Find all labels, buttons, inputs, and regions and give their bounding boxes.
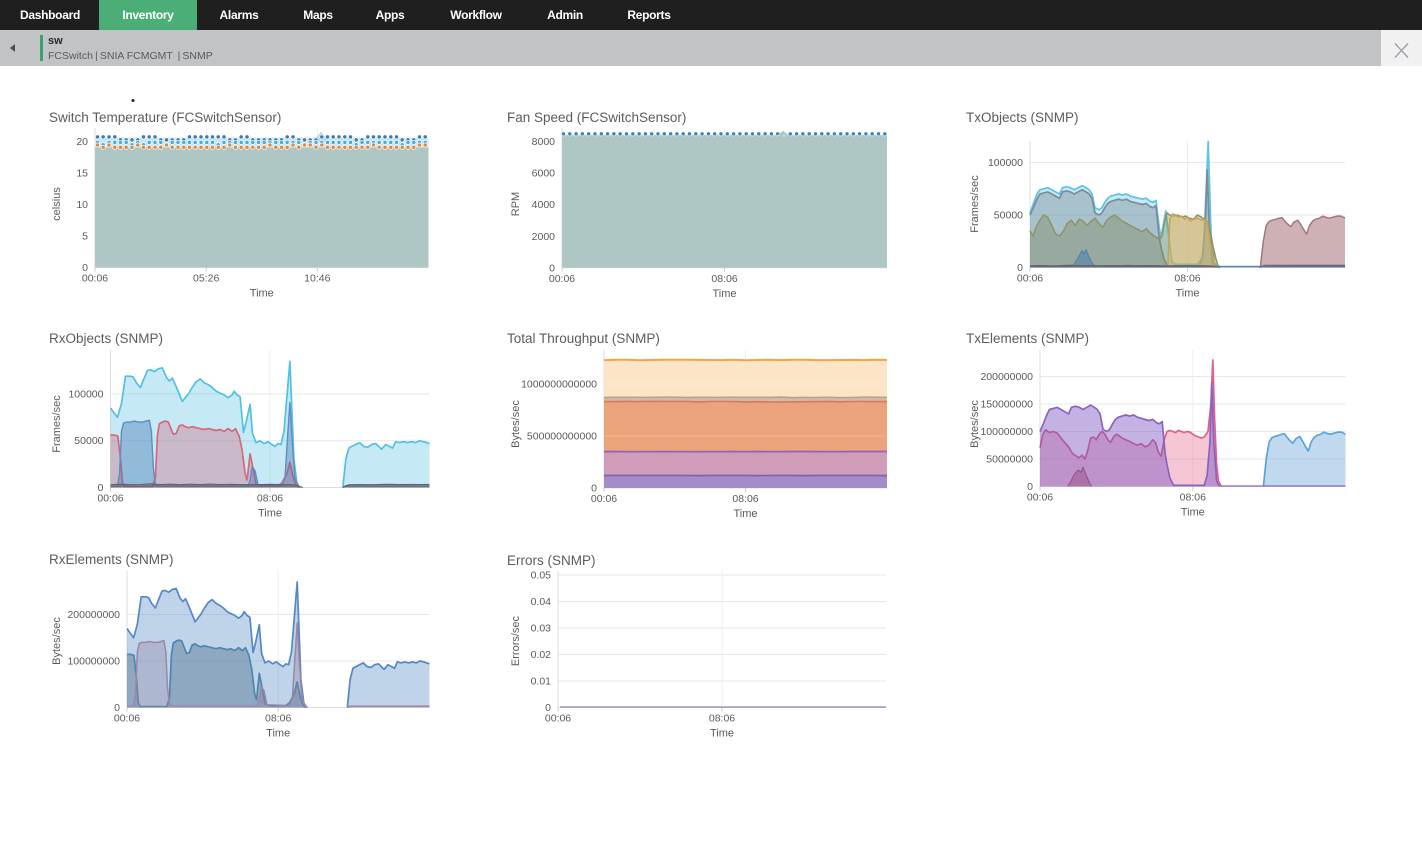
svg-text:RxElements (SNMP): RxElements (SNMP)	[49, 552, 174, 567]
svg-text:Errors (SNMP): Errors (SNMP)	[507, 553, 596, 568]
svg-text:20: 20	[76, 136, 88, 148]
svg-text:Errors/sec: Errors/sec	[510, 615, 522, 666]
svg-text:100000: 100000	[68, 389, 103, 401]
svg-text:celsius: celsius	[51, 187, 63, 221]
svg-text:00:06: 00:06	[545, 713, 571, 725]
svg-text:100000000: 100000000	[980, 426, 1033, 438]
svg-text:Time: Time	[712, 288, 736, 300]
svg-text:08:06: 08:06	[732, 493, 758, 505]
svg-text:Bytes/sec: Bytes/sec	[969, 400, 981, 448]
svg-text:TxElements (SNMP): TxElements (SNMP)	[966, 331, 1089, 346]
svg-text:00:06: 00:06	[1017, 273, 1043, 285]
svg-text:8000: 8000	[532, 136, 556, 148]
svg-text:0: 0	[114, 702, 120, 714]
svg-text:0: 0	[98, 482, 104, 494]
svg-text:08:06: 08:06	[711, 273, 737, 285]
svg-text:Switch Temperature (FCSwitchSe: Switch Temperature (FCSwitchSensor)	[49, 110, 281, 125]
svg-text:08:06: 08:06	[257, 493, 283, 505]
svg-text:10:46: 10:46	[304, 273, 330, 285]
svg-text:0.02: 0.02	[531, 649, 552, 661]
svg-text:50000: 50000	[74, 435, 103, 447]
svg-text:TxObjects (SNMP): TxObjects (SNMP)	[966, 110, 1079, 125]
svg-text:0: 0	[545, 702, 551, 714]
svg-text:Bytes/sec: Bytes/sec	[510, 400, 522, 448]
svg-text:Frames/sec: Frames/sec	[51, 395, 63, 453]
svg-text:0: 0	[1017, 262, 1023, 274]
svg-text:Time: Time	[258, 508, 282, 520]
svg-text:15: 15	[76, 168, 88, 180]
svg-text:Time: Time	[733, 508, 757, 520]
svg-text:0: 0	[549, 262, 555, 274]
svg-text:0: 0	[1027, 481, 1033, 493]
svg-text:2000: 2000	[532, 231, 556, 243]
svg-text:0.04: 0.04	[531, 596, 552, 608]
svg-text:08:06: 08:06	[1174, 273, 1200, 285]
svg-text:00:06: 00:06	[82, 273, 108, 285]
svg-text:50000000: 50000000	[986, 454, 1033, 466]
svg-text:10: 10	[76, 199, 88, 211]
svg-text:Time: Time	[250, 288, 274, 300]
svg-text:Time: Time	[710, 728, 734, 740]
svg-text:100000: 100000	[988, 157, 1023, 169]
svg-text:0.01: 0.01	[531, 676, 552, 688]
svg-text:00:06: 00:06	[549, 273, 575, 285]
svg-text:05:26: 05:26	[193, 273, 219, 285]
svg-text:100000000: 100000000	[67, 656, 120, 668]
svg-text:Total Throughput (SNMP): Total Throughput (SNMP)	[507, 331, 660, 346]
svg-text:50000: 50000	[994, 210, 1023, 222]
svg-text:08:06: 08:06	[709, 713, 735, 725]
svg-text:Fan Speed (FCSwitchSensor): Fan Speed (FCSwitchSensor)	[507, 110, 686, 125]
svg-text:150000000: 150000000	[980, 399, 1033, 411]
svg-text:Time: Time	[266, 728, 290, 740]
svg-text:0.03: 0.03	[531, 623, 552, 635]
svg-text:200000000: 200000000	[67, 609, 120, 621]
svg-text:Time: Time	[1181, 507, 1205, 519]
svg-text:00:06: 00:06	[1027, 492, 1053, 504]
svg-text:1000000000000: 1000000000000	[521, 379, 597, 391]
svg-text:0: 0	[591, 483, 597, 495]
svg-text:Time: Time	[1175, 288, 1199, 300]
svg-text:500000000000: 500000000000	[527, 431, 597, 443]
svg-text:00:06: 00:06	[97, 493, 123, 505]
svg-text:RxObjects (SNMP): RxObjects (SNMP)	[49, 331, 163, 346]
svg-text:4000: 4000	[532, 199, 556, 211]
svg-text:08:06: 08:06	[265, 713, 291, 725]
svg-text:Bytes/sec: Bytes/sec	[51, 617, 63, 665]
svg-text:0.05: 0.05	[531, 570, 552, 582]
svg-text:5: 5	[82, 231, 88, 243]
svg-text:200000000: 200000000	[980, 371, 1033, 383]
svg-text:00:06: 00:06	[591, 493, 617, 505]
svg-text:08:06: 08:06	[1180, 492, 1206, 504]
svg-text:Frames/sec: Frames/sec	[969, 175, 981, 233]
svg-text:00:06: 00:06	[114, 713, 140, 725]
svg-text:0: 0	[82, 262, 88, 274]
svg-text:6000: 6000	[532, 168, 556, 180]
svg-text:RPM: RPM	[510, 192, 522, 216]
